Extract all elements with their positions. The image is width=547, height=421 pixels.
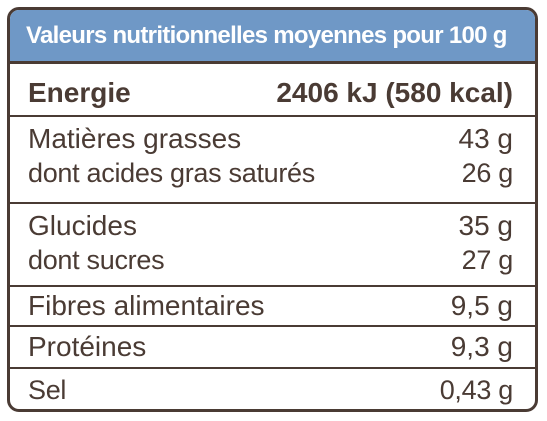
row-label-glucides: Glucides xyxy=(28,210,137,241)
table-row-sel: Sel 0,43 g xyxy=(10,367,535,409)
table-row-matieres-grasses: Matières grasses 43 g dont acides gras s… xyxy=(10,115,535,202)
row-value-fibres: 9,5 g xyxy=(450,290,513,321)
row-value-sucres: 27 g xyxy=(461,245,514,275)
row-label-sucres: dont sucres xyxy=(28,245,165,275)
row-value-acides-gras-satures: 26 g xyxy=(461,158,514,188)
row-label-energie: Energie xyxy=(28,77,131,108)
row-value-matieres-grasses: 43 g xyxy=(458,123,514,154)
table-header: Valeurs nutritionnelles moyennes pour 10… xyxy=(10,10,535,61)
table-row-glucides: Glucides 35 g dont sucres 27 g xyxy=(10,202,535,285)
table-row-proteines: Protéines 9,3 g xyxy=(10,325,535,367)
header-title: Valeurs nutritionnelles moyennes pour 10… xyxy=(26,22,507,49)
row-value-energie: 2406 kJ (580 kcal) xyxy=(276,77,513,108)
nutrition-table: Valeurs nutritionnelles moyennes pour 10… xyxy=(7,7,538,412)
row-value-glucides: 35 g xyxy=(458,210,514,241)
row-label-sel: Sel xyxy=(28,375,67,405)
table-row-energie: Energie 2406 kJ (580 kcal) xyxy=(10,61,535,115)
row-label-acides-gras-satures: dont acides gras saturés xyxy=(28,158,315,188)
row-label-matieres-grasses: Matières grasses xyxy=(28,123,242,154)
table-row-fibres: Fibres alimentaires 9,5 g xyxy=(10,285,535,325)
row-value-proteines: 9,3 g xyxy=(450,331,513,362)
row-value-sel: 0,43 g xyxy=(439,375,514,405)
row-label-fibres: Fibres alimentaires xyxy=(28,290,265,321)
row-label-proteines: Protéines xyxy=(28,331,147,362)
